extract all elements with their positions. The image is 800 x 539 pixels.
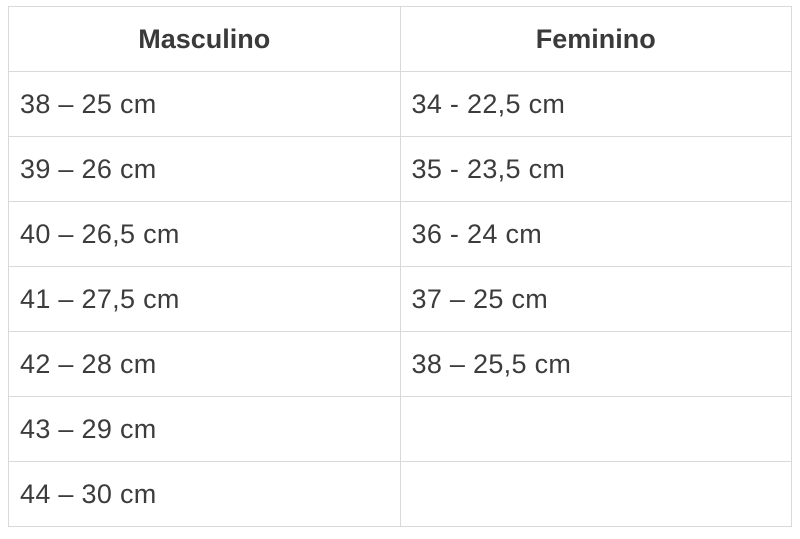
- header-masculino: Masculino: [8, 6, 401, 72]
- table-row: 44 – 30 cm: [8, 461, 792, 527]
- header-row: Masculino Feminino: [8, 6, 792, 72]
- cell-feminino: 38 – 25,5 cm: [399, 331, 792, 397]
- cell-feminino: 36 - 24 cm: [399, 201, 792, 267]
- cell-masculino: 41 – 27,5 cm: [8, 266, 401, 332]
- cell-feminino: 35 - 23,5 cm: [399, 136, 792, 202]
- header-feminino: Feminino: [399, 6, 792, 72]
- cell-masculino: 39 – 26 cm: [8, 136, 401, 202]
- table-row: 41 – 27,5 cm 37 – 25 cm: [8, 266, 792, 332]
- table-row: 43 – 29 cm: [8, 396, 792, 462]
- cell-feminino: 37 – 25 cm: [399, 266, 792, 332]
- cell-masculino: 40 – 26,5 cm: [8, 201, 401, 267]
- cell-feminino: 34 - 22,5 cm: [399, 71, 792, 137]
- cell-masculino: 43 – 29 cm: [8, 396, 401, 462]
- table-row: 38 – 25 cm 34 - 22,5 cm: [8, 71, 792, 137]
- size-table: Masculino Feminino 38 – 25 cm 34 - 22,5 c…: [8, 6, 792, 527]
- cell-feminino: [399, 396, 792, 462]
- table-row: 40 – 26,5 cm 36 - 24 cm: [8, 201, 792, 267]
- cell-masculino: 38 – 25 cm: [8, 71, 401, 137]
- table-row: 39 – 26 cm 35 - 23,5 cm: [8, 136, 792, 202]
- table-row: 42 – 28 cm 38 – 25,5 cm: [8, 331, 792, 397]
- cell-masculino: 44 – 30 cm: [8, 461, 401, 527]
- cell-masculino: 42 – 28 cm: [8, 331, 401, 397]
- cell-feminino: [399, 461, 792, 527]
